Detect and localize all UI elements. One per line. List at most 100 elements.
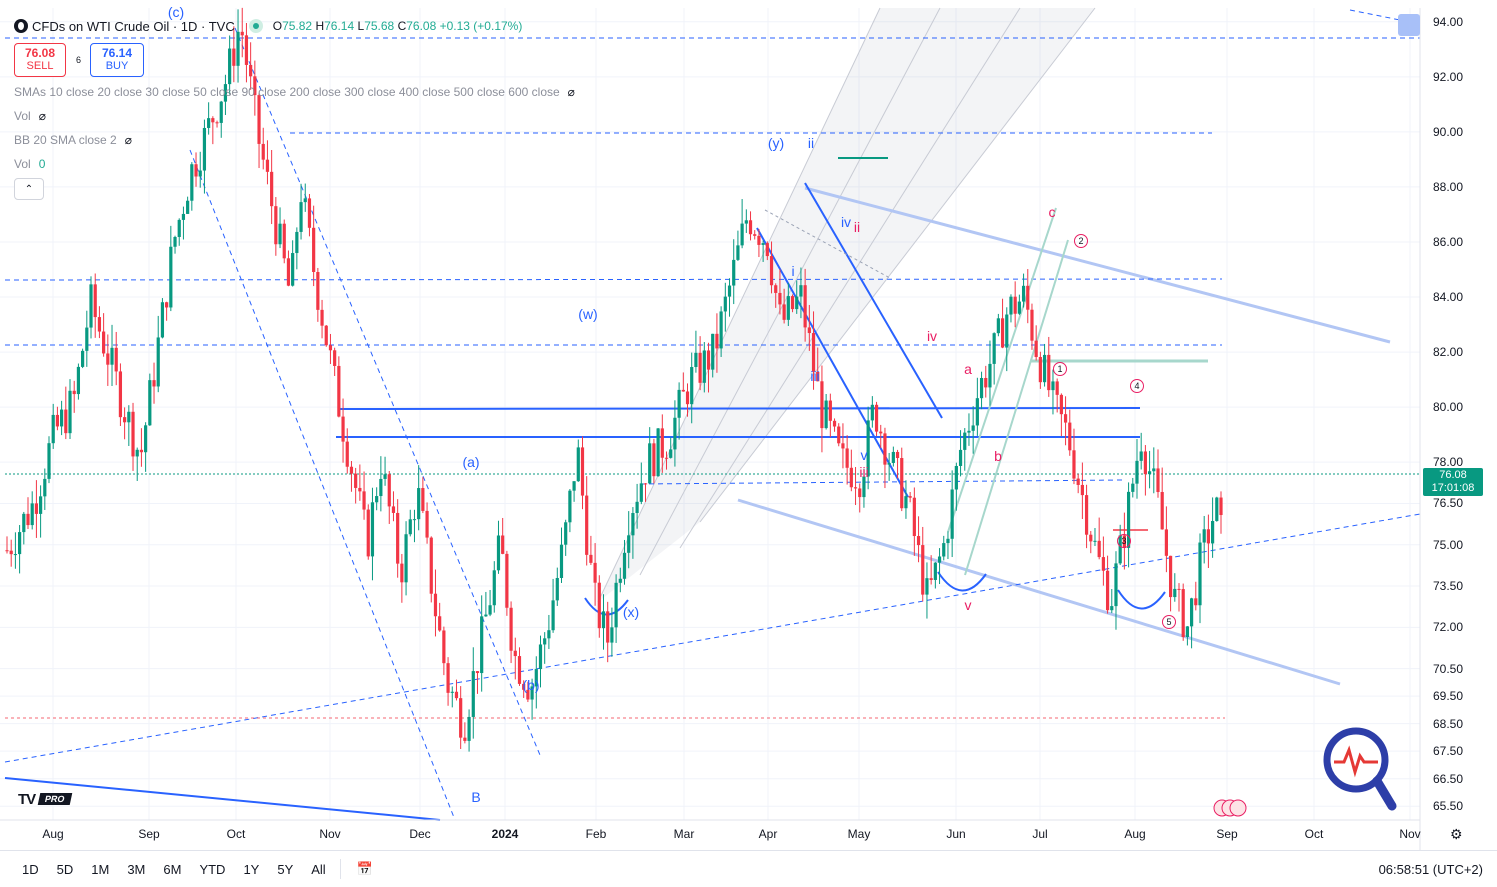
- hidden-eye-icon[interactable]: ⌀: [38, 109, 46, 123]
- wave-label[interactable]: ii: [853, 219, 861, 235]
- candle-body: [1034, 340, 1038, 358]
- candle-body: [1000, 318, 1005, 348]
- bottom-toolbar: 1D 5D 1M 3M 6M YTD 1Y 5Y All 📅 06:58:51 (UTC+2): [0, 850, 1497, 887]
- candle-body: [543, 638, 547, 645]
- candle-body: [165, 302, 169, 308]
- screenshot-button[interactable]: [1398, 14, 1420, 36]
- wave-label[interactable]: iii: [859, 464, 869, 480]
- candle-body: [64, 409, 68, 434]
- candle-body: [1168, 555, 1173, 598]
- candle-body: [1173, 588, 1177, 598]
- candle-body: [169, 246, 173, 308]
- time-tick-label: Oct: [226, 827, 246, 841]
- wave-label[interactable]: (x): [622, 604, 640, 620]
- candle-body: [975, 398, 979, 426]
- timeframe-button-3m[interactable]: 3M: [127, 861, 146, 877]
- wave-label[interactable]: v: [964, 597, 972, 613]
- candle-body: [261, 143, 265, 160]
- indicator-smas[interactable]: SMAs 10 close 20 close 30 close 50 close…: [14, 85, 575, 99]
- wave-label[interactable]: (y): [767, 135, 785, 151]
- date-range-calendar-icon[interactable]: 📅: [356, 861, 373, 876]
- candle-body: [341, 416, 345, 442]
- downtrend-channel-bottom: [737, 498, 1341, 686]
- hidden-eye-icon[interactable]: ⌀: [124, 133, 132, 147]
- candle-body: [971, 425, 975, 431]
- candle-body: [211, 118, 215, 123]
- wave-label[interactable]: (a): [462, 454, 480, 470]
- gear-icon[interactable]: ⚙: [1450, 826, 1463, 842]
- hidden-eye-icon[interactable]: ⌀: [567, 85, 575, 99]
- candle-body: [9, 550, 13, 555]
- candle-body: [1160, 492, 1164, 530]
- wave-label[interactable]: iv: [840, 214, 852, 230]
- channel-line: [639, 7, 941, 576]
- candle-body: [652, 443, 656, 477]
- candle-body: [144, 425, 148, 453]
- timeframe-button-6m[interactable]: 6M: [163, 861, 182, 877]
- candle-body: [803, 285, 807, 328]
- wave-label[interactable]: c: [1048, 204, 1056, 220]
- time-tick-label: Sep: [1216, 827, 1238, 841]
- indicator-vol[interactable]: Vol 0: [14, 157, 45, 171]
- wave-label[interactable]: 3: [1117, 534, 1131, 548]
- candle-body: [257, 95, 261, 144]
- indicator-vol-hidden[interactable]: Vol ⌀: [14, 109, 46, 123]
- wave-label[interactable]: iii: [810, 368, 820, 384]
- timeframe-button-all[interactable]: All: [311, 861, 326, 877]
- candle-body: [459, 698, 463, 738]
- symbol-title[interactable]: CFDs on WTI Crude Oil · 1D · TVC: [32, 18, 235, 34]
- candle-body: [811, 333, 816, 372]
- wave-label[interactable]: 1: [1053, 362, 1067, 376]
- candle-body: [509, 607, 513, 651]
- candle-body: [513, 650, 517, 657]
- wave-label[interactable]: iv: [926, 328, 938, 344]
- price-axis[interactable]: 94.00 92.00 90.00 88.00 86.00 84.00 82.00 80.00…: [1420, 8, 1497, 828]
- candle-body: [942, 543, 946, 557]
- candle-body: [383, 474, 387, 479]
- chart-grid: [0, 8, 1420, 820]
- market-status-icon[interactable]: [248, 19, 263, 33]
- collapse-legend-button[interactable]: ⌃: [14, 178, 44, 200]
- economic-events-flag-icon[interactable]: [1212, 798, 1248, 818]
- candle-body: [358, 487, 362, 492]
- candle-body: [219, 101, 223, 123]
- wave-label[interactable]: 5: [1162, 615, 1176, 629]
- candle-body: [963, 432, 967, 450]
- wave-label[interactable]: b: [994, 448, 1002, 464]
- wave-label[interactable]: (w): [578, 306, 598, 322]
- candle-body: [22, 513, 26, 533]
- sell-button[interactable]: 76.08 SELL: [14, 43, 66, 77]
- wave-label[interactable]: a: [964, 361, 972, 377]
- magnifier-pulse-icon: [1323, 727, 1397, 811]
- timeframe-button-1y[interactable]: 1Y: [243, 861, 260, 877]
- candle-body: [1215, 497, 1219, 521]
- wave-label[interactable]: i: [791, 263, 795, 279]
- candle-body: [799, 285, 803, 297]
- time-tick-label: Nov: [319, 827, 341, 841]
- wave-label[interactable]: v: [860, 447, 868, 463]
- timeframe-button-1d[interactable]: 1D: [22, 861, 39, 877]
- timeframe-button-ytd[interactable]: YTD: [199, 861, 226, 877]
- wave-label[interactable]: 4: [1130, 379, 1144, 393]
- candle-body: [93, 284, 97, 318]
- wave-label[interactable]: ii: [807, 135, 815, 151]
- timezone-clock[interactable]: 06:58:51 (UTC+2): [1378, 861, 1483, 877]
- candle-body: [874, 404, 879, 432]
- tradingview-logo[interactable]: TV PRO: [18, 791, 72, 808]
- candle-body: [370, 502, 375, 557]
- current-price: 76.08: [1439, 469, 1467, 481]
- timeframe-button-1m[interactable]: 1M: [91, 861, 110, 877]
- wave-label[interactable]: (b): [522, 677, 540, 693]
- wave-label[interactable]: B: [471, 789, 481, 805]
- indicator-bb[interactable]: BB 20 SMA close 2 ⌀: [14, 133, 132, 147]
- timeframe-button-5y[interactable]: 5Y: [277, 861, 294, 877]
- candle-body: [1076, 478, 1080, 485]
- candle-body: [538, 644, 543, 670]
- wave-label[interactable]: (c): [167, 4, 185, 20]
- downtrend-dashed-2: [189, 149, 456, 821]
- buy-button[interactable]: 76.14 BUY: [90, 43, 144, 77]
- timeframe-button-5d[interactable]: 5D: [56, 861, 74, 877]
- wave-label[interactable]: 2: [1074, 234, 1088, 248]
- candle-body: [13, 554, 18, 556]
